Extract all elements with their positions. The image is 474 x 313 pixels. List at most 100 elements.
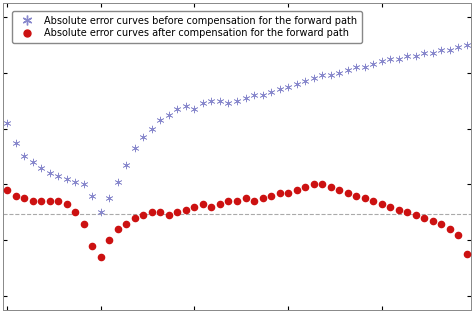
Point	[429, 218, 437, 223]
Point	[173, 106, 181, 111]
Point	[208, 204, 215, 209]
Point	[156, 118, 164, 123]
Point	[225, 101, 232, 106]
Point	[216, 202, 224, 207]
Point	[336, 70, 343, 75]
Point	[336, 187, 343, 192]
Point	[250, 93, 258, 98]
Point	[80, 182, 88, 187]
Point	[412, 54, 419, 59]
Point	[131, 146, 138, 151]
Point	[131, 215, 138, 220]
Point	[259, 196, 266, 201]
Point	[327, 185, 335, 190]
Point	[293, 81, 301, 86]
Point	[242, 95, 249, 100]
Point	[344, 190, 352, 195]
Point	[310, 76, 318, 81]
Point	[301, 79, 309, 84]
Point	[3, 121, 11, 126]
Point	[386, 56, 394, 61]
Point	[89, 244, 96, 249]
Point	[233, 98, 241, 103]
Point	[301, 185, 309, 190]
Point	[55, 199, 62, 204]
Point	[225, 199, 232, 204]
Point	[89, 193, 96, 198]
Point	[369, 62, 377, 67]
Point	[284, 84, 292, 89]
Point	[46, 199, 54, 204]
Point	[72, 210, 79, 215]
Point	[199, 101, 207, 106]
Point	[156, 210, 164, 215]
Point	[165, 213, 173, 218]
Point	[29, 199, 36, 204]
Point	[165, 112, 173, 117]
Point	[37, 199, 45, 204]
Point	[208, 98, 215, 103]
Point	[139, 213, 147, 218]
Point	[455, 232, 462, 237]
Point	[29, 160, 36, 165]
Point	[55, 174, 62, 179]
Point	[12, 193, 19, 198]
Point	[148, 126, 155, 131]
Point	[395, 207, 402, 212]
Point	[267, 193, 275, 198]
Point	[378, 59, 385, 64]
Point	[420, 215, 428, 220]
Point	[420, 51, 428, 56]
Point	[46, 171, 54, 176]
Point	[276, 87, 283, 92]
Legend: Absolute error curves before compensation for the forward path, Absolute error c: Absolute error curves before compensatio…	[12, 11, 363, 44]
Point	[182, 104, 190, 109]
Point	[3, 187, 11, 192]
Point	[182, 207, 190, 212]
Point	[105, 238, 113, 243]
Point	[216, 98, 224, 103]
Point	[369, 199, 377, 204]
Point	[191, 204, 198, 209]
Point	[361, 196, 369, 201]
Point	[438, 48, 445, 53]
Point	[97, 254, 105, 259]
Point	[403, 54, 411, 59]
Point	[63, 202, 71, 207]
Point	[429, 51, 437, 56]
Point	[463, 252, 471, 257]
Point	[72, 179, 79, 184]
Point	[173, 210, 181, 215]
Point	[37, 165, 45, 170]
Point	[455, 45, 462, 50]
Point	[20, 154, 28, 159]
Point	[284, 190, 292, 195]
Point	[310, 182, 318, 187]
Point	[63, 176, 71, 181]
Point	[293, 187, 301, 192]
Point	[353, 64, 360, 69]
Point	[276, 190, 283, 195]
Point	[463, 42, 471, 47]
Point	[446, 48, 454, 53]
Point	[139, 134, 147, 139]
Point	[191, 106, 198, 111]
Point	[80, 221, 88, 226]
Point	[353, 193, 360, 198]
Point	[319, 73, 326, 78]
Point	[361, 64, 369, 69]
Point	[386, 204, 394, 209]
Point	[395, 56, 402, 61]
Point	[114, 179, 121, 184]
Point	[122, 162, 130, 167]
Point	[327, 73, 335, 78]
Point	[378, 202, 385, 207]
Point	[344, 67, 352, 72]
Point	[20, 196, 28, 201]
Point	[105, 196, 113, 201]
Point	[403, 210, 411, 215]
Point	[267, 90, 275, 95]
Point	[412, 213, 419, 218]
Point	[438, 221, 445, 226]
Point	[259, 93, 266, 98]
